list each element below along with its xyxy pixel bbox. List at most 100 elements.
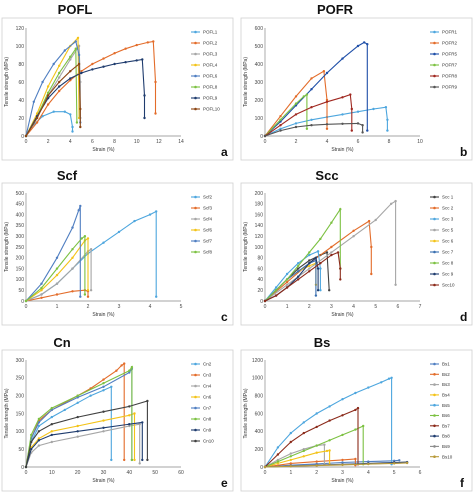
panel-title: Bs <box>314 335 331 350</box>
data-point <box>384 106 388 109</box>
x-tick-label: 10 <box>134 139 140 145</box>
data-point <box>315 464 318 467</box>
panel-b: POFR 0 100 200 300 400 500 600 0 2 4 6 8 10 Strain (%)… <box>240 2 473 161</box>
y-axis-label: Tensile strength (MPa) <box>4 222 10 272</box>
legend-marker <box>433 217 436 221</box>
y-tick-label: 250 <box>16 245 25 251</box>
legend-marker <box>194 74 197 78</box>
y-tick-label: 0 <box>260 465 263 471</box>
data-point <box>285 286 289 289</box>
legend-marker <box>433 261 436 265</box>
data-point <box>325 127 329 130</box>
data-point <box>76 424 79 428</box>
data-point <box>40 282 43 285</box>
data-point <box>63 408 66 412</box>
data-point <box>276 458 280 462</box>
y-tick-label: 100 <box>255 116 264 122</box>
data-point <box>325 449 329 453</box>
x-tick-label: 0 <box>25 470 28 476</box>
data-point <box>86 289 90 292</box>
legend-label: Bs5 <box>442 403 450 408</box>
y-tick-label: 450 <box>16 202 25 208</box>
data-point <box>58 85 61 88</box>
data-point <box>363 41 366 44</box>
y-tick-label: 400 <box>16 212 25 218</box>
data-point <box>263 299 267 303</box>
data-point <box>305 93 309 96</box>
legend-marker <box>194 85 197 89</box>
legend-label: Bs4 <box>442 393 450 398</box>
data-point <box>77 53 81 57</box>
data-point <box>58 80 61 84</box>
data-point <box>366 129 369 132</box>
data-point <box>302 449 305 453</box>
x-tick-label: 8 <box>388 139 391 145</box>
series-line-pofr5 <box>264 41 368 137</box>
series-line-pofr7 <box>264 93 308 137</box>
y-tick-label: 300 <box>16 234 25 240</box>
data-point <box>50 415 53 419</box>
legend-marker <box>433 74 436 78</box>
legend-marker <box>194 239 197 243</box>
legend-marker <box>433 393 436 397</box>
data-point <box>316 267 320 270</box>
panel-e: Cn 0 50 100 150 200 250 300 0 10 20 30 40 50 60 Strain … <box>1 335 234 492</box>
y-tick-label: 600 <box>255 411 264 417</box>
legend-label: Scf3 <box>203 206 213 211</box>
data-point <box>71 256 74 259</box>
data-point <box>325 100 329 104</box>
data-point <box>133 458 136 462</box>
data-point <box>367 462 370 466</box>
legend-marker <box>194 96 197 100</box>
data-point <box>154 112 157 115</box>
data-point <box>30 448 33 451</box>
data-point <box>289 458 292 462</box>
data-point <box>55 293 59 296</box>
data-point <box>279 118 282 122</box>
data-point <box>367 219 371 223</box>
x-tick-label: 6 <box>91 139 94 145</box>
y-tick-label: 500 <box>255 44 264 50</box>
data-point <box>154 80 157 84</box>
data-point <box>315 460 318 463</box>
legend-label: Scc 9 <box>442 272 454 277</box>
data-point <box>37 439 41 442</box>
legend-label: Scf4 <box>203 217 213 222</box>
legend-marker <box>433 41 436 45</box>
legend-marker <box>194 52 197 56</box>
data-point <box>279 127 282 130</box>
data-point <box>285 278 289 281</box>
data-point <box>30 440 33 444</box>
data-point <box>372 107 375 111</box>
data-point <box>341 461 344 464</box>
data-point <box>80 237 84 240</box>
data-point <box>390 202 393 205</box>
legend-label: Scf6 <box>203 228 213 233</box>
data-point <box>366 43 369 46</box>
data-point <box>394 283 397 286</box>
data-point <box>58 71 61 75</box>
data-point <box>297 262 300 265</box>
x-tick-label: 3 <box>341 470 344 476</box>
data-point <box>76 394 79 397</box>
data-point <box>393 459 396 462</box>
y-tick-label: 50 <box>18 288 24 294</box>
data-point <box>341 463 344 467</box>
data-point <box>302 448 305 451</box>
data-point <box>285 280 289 284</box>
series-line-bs7 <box>264 407 359 468</box>
data-point <box>102 430 105 433</box>
data-point <box>46 103 50 106</box>
data-point <box>370 245 373 249</box>
data-point <box>319 267 322 270</box>
y-tick-label: 20 <box>257 288 263 294</box>
x-tick-label: 2 <box>295 139 298 145</box>
data-point <box>32 100 35 104</box>
data-point <box>102 419 105 422</box>
y-tick-label: 100 <box>16 44 25 50</box>
data-point <box>325 123 329 126</box>
data-point <box>387 377 391 380</box>
data-point <box>143 94 146 97</box>
data-point <box>285 272 289 276</box>
